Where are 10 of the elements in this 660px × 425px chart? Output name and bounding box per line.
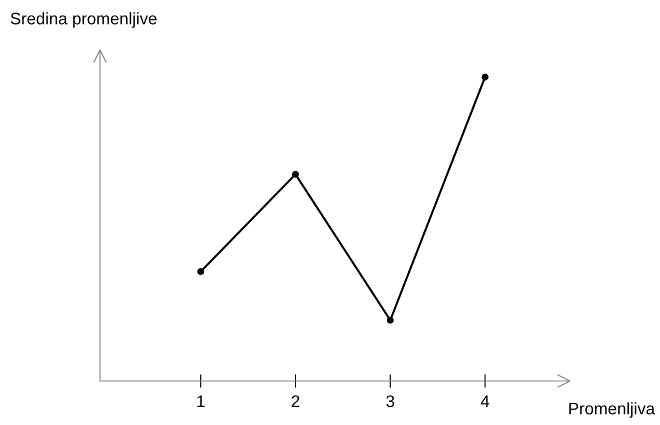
point [482, 74, 489, 81]
x-tick-label: 4 [480, 396, 490, 407]
point [197, 268, 204, 276]
point [386, 316, 394, 324]
point [292, 170, 299, 178]
y-axis-title: Sredina promenljive [10, 12, 157, 28]
x-tick-label: 2 [292, 395, 300, 407]
x-tick-label: 1 [197, 396, 205, 407]
x-tick-label: 3 [386, 395, 394, 408]
x-axis-title: Promenljiva [569, 402, 656, 418]
